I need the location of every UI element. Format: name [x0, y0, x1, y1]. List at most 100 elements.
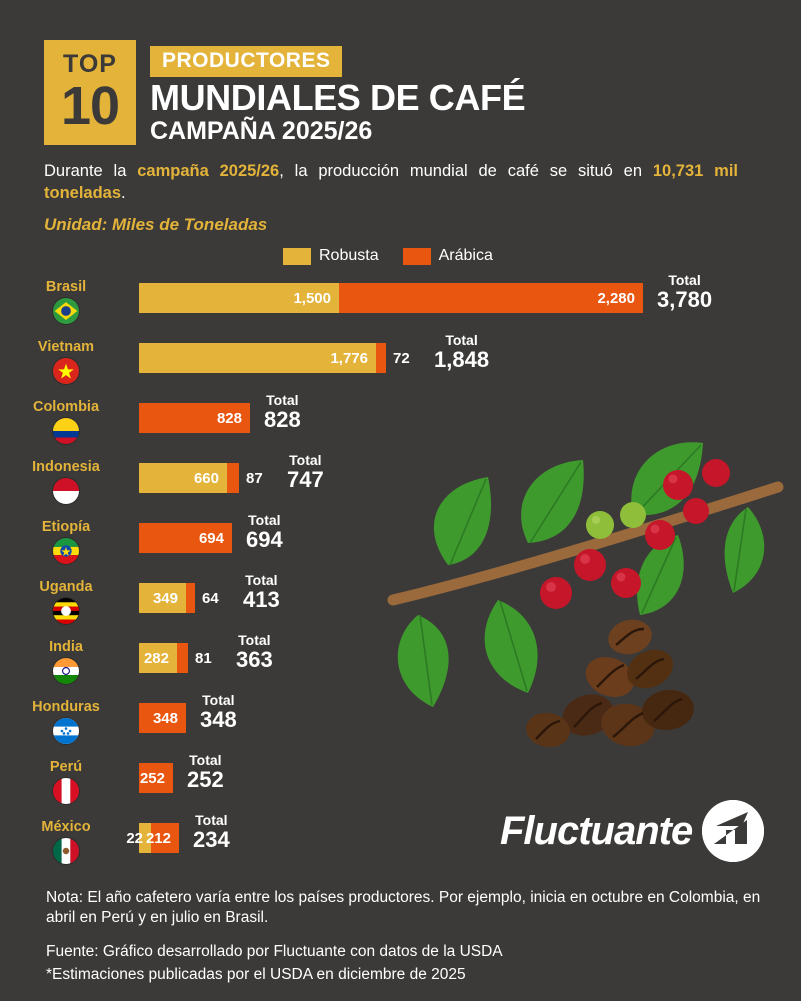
country-name: Brasil: [45, 279, 87, 295]
bar-value-arabica-outside: 72: [393, 349, 410, 367]
intro-part2: , la producción mundial de café se situó…: [279, 162, 653, 180]
bar-chart: Brasil 1,500 2,280 Total 3,780 Vietnam 1,776 72…: [0, 272, 801, 875]
bar-segment-robusta: 1,776: [139, 343, 376, 373]
chart-row: Colombia 828 Total 828: [0, 392, 801, 455]
bar-segment-robusta: 22: [126, 823, 151, 853]
rank-number: 10: [60, 76, 120, 136]
stacked-bar: 660 87: [139, 463, 263, 493]
row-total: Total 413: [243, 572, 280, 613]
chart-row: Perú 252 Total 252: [0, 752, 801, 815]
title-block: PRODUCTORES MUNDIALES DE CAFÉ CAMPAÑA 20…: [150, 40, 526, 145]
stacked-bar: 694: [139, 523, 232, 553]
total-value: 252: [187, 767, 224, 793]
bar-segment-robusta: 282: [139, 643, 177, 673]
country-label-india: India: [0, 639, 132, 685]
country-label-perú: Perú: [0, 759, 132, 805]
total-value: 363: [236, 647, 273, 673]
flag-icon-india: [52, 657, 80, 685]
bar-value-arabica-outside: 87: [246, 469, 263, 487]
row-total: Total 363: [236, 632, 273, 673]
flag-icon-vietnam: [52, 357, 80, 385]
bar-segment-arabica: 828: [139, 403, 250, 433]
country-name: Colombia: [32, 399, 100, 415]
productores-badge: PRODUCTORES: [150, 46, 343, 77]
intro-text: Durante la campaña 2025/26, la producció…: [44, 160, 738, 205]
brand-mark-icon: [702, 800, 765, 862]
legend-swatch-robusta: [283, 247, 311, 265]
country-name: México: [41, 819, 91, 835]
bar-value-robusta: 1,500: [293, 289, 331, 307]
bar-value-arabica-outside: 81: [195, 649, 212, 667]
bar-value-arabica: 694: [198, 529, 224, 547]
chart-legend: Robusta Arábica: [283, 247, 493, 265]
country-name: Uganda: [39, 579, 93, 595]
total-label: Total: [445, 332, 478, 348]
stacked-bar: 349 64: [139, 583, 219, 613]
top10-badge: TOP 10: [44, 40, 136, 145]
intro-highlight-total: 10,731 mil toneladas: [44, 162, 739, 203]
total-label: Total: [202, 692, 235, 708]
intro-part3: .: [121, 184, 126, 203]
total-label: Total: [668, 272, 701, 288]
bar-segment-robusta: 349: [139, 583, 186, 613]
country-label-honduras: Honduras: [0, 699, 132, 745]
bar-value-arabica: 2,280: [597, 289, 635, 307]
footer-estimates: *Estimaciones publicadas por el USDA en …: [46, 966, 466, 984]
row-total: Total 252: [187, 752, 224, 793]
row-total: Total 234: [193, 812, 230, 853]
bar-segment-arabica: [186, 583, 195, 613]
total-label: Total: [266, 392, 299, 408]
page-subtitle: CAMPAÑA 2025/26: [150, 116, 373, 145]
bar-value-robusta: 1,776: [330, 349, 368, 367]
chart-row: México 22 212 Total 234: [0, 812, 801, 875]
header: TOP 10 PRODUCTORES MUNDIALES DE CAFÉ CAM…: [44, 40, 526, 145]
country-name: Etiopía: [41, 519, 91, 535]
total-value: 1,848: [434, 347, 490, 373]
stacked-bar: 348: [139, 703, 186, 733]
country-name: Vietnam: [37, 339, 95, 355]
bar-value-arabica-outside: 64: [202, 589, 219, 607]
bar-segment-arabica: 212: [146, 823, 179, 853]
stacked-bar: 22 212: [126, 823, 179, 853]
bar-segment-arabica: 694: [139, 523, 232, 553]
chart-row: Uganda 349 64 Total 413: [0, 572, 801, 635]
total-value: 694: [246, 527, 283, 553]
coffee-branch-illustration: [378, 415, 798, 775]
country-name: Indonesia: [32, 459, 100, 475]
country-name: India: [49, 639, 83, 655]
stacked-bar: 828: [139, 403, 250, 433]
flag-icon-colombia: [52, 417, 80, 445]
stacked-bar: 1,500 2,280: [139, 283, 643, 313]
legend-label-arabica: Arábica: [438, 247, 493, 264]
total-value: 413: [243, 587, 280, 613]
bar-segment-robusta: 660: [139, 463, 227, 493]
country-label-etiopía: Etiopía: [0, 519, 132, 565]
bar-segment-arabica: [227, 463, 239, 493]
bar-value-robusta: 660: [193, 469, 219, 487]
footer: Nota: El año cafetero varía entre los pa…: [46, 888, 776, 986]
flag-icon-uganda: [52, 597, 80, 625]
brand-name: Fluctuante: [500, 808, 693, 853]
total-label: Total: [245, 572, 278, 588]
legend-item-robusta: Robusta: [283, 247, 379, 265]
chart-row: Honduras 348 Total 348: [0, 692, 801, 755]
total-label: Total: [289, 452, 322, 468]
bar-segment-robusta: 1,500: [139, 283, 339, 313]
country-label-indonesia: Indonesia: [0, 459, 132, 505]
chart-row: Vietnam 1,776 72 Total 1,848: [0, 332, 801, 395]
total-value: 3,780: [657, 287, 713, 313]
intro-part1: Durante la: [44, 162, 138, 180]
country-label-méxico: México: [0, 819, 132, 865]
row-total: Total 1,848: [434, 332, 490, 373]
flag-icon-indonesia: [52, 477, 80, 505]
bar-segment-arabica: [376, 343, 386, 373]
stacked-bar: 1,776 72: [139, 343, 410, 373]
row-total: Total 3,780: [657, 272, 713, 313]
unit-label: Unidad: Miles de Toneladas: [44, 215, 268, 234]
flag-icon-perú: [52, 777, 80, 805]
row-total: Total 348: [200, 692, 237, 733]
chart-row: Brasil 1,500 2,280 Total 3,780: [0, 272, 801, 335]
chart-row: Indonesia 660 87 Total 747: [0, 452, 801, 515]
country-name: Perú: [49, 759, 83, 775]
total-value: 234: [193, 827, 230, 853]
